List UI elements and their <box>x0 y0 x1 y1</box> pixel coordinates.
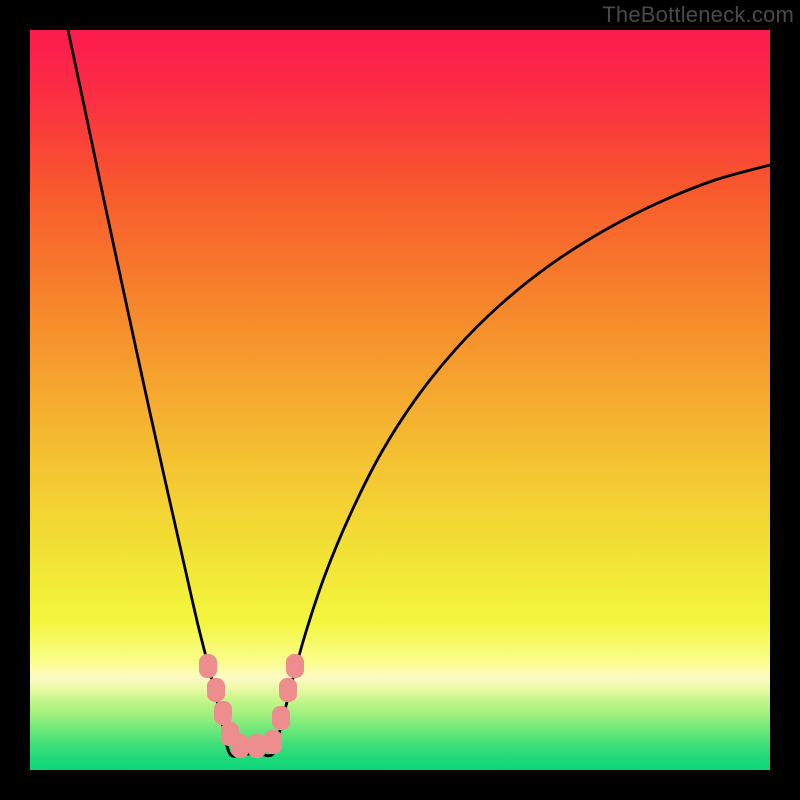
curve-marker <box>264 730 282 754</box>
plot-area <box>30 30 770 770</box>
bottleneck-curve <box>68 30 770 756</box>
watermark-text: TheBottleneck.com <box>602 2 794 28</box>
curve-markers <box>199 654 304 758</box>
curve-marker <box>199 654 217 678</box>
curve-layer <box>30 30 770 770</box>
curve-marker <box>248 734 266 758</box>
curve-marker <box>279 678 297 702</box>
curve-marker <box>272 706 290 730</box>
curve-marker <box>231 734 249 758</box>
curve-marker <box>207 678 225 702</box>
curve-marker <box>286 654 304 678</box>
curve-marker <box>214 701 232 725</box>
chart-container: TheBottleneck.com <box>0 0 800 800</box>
